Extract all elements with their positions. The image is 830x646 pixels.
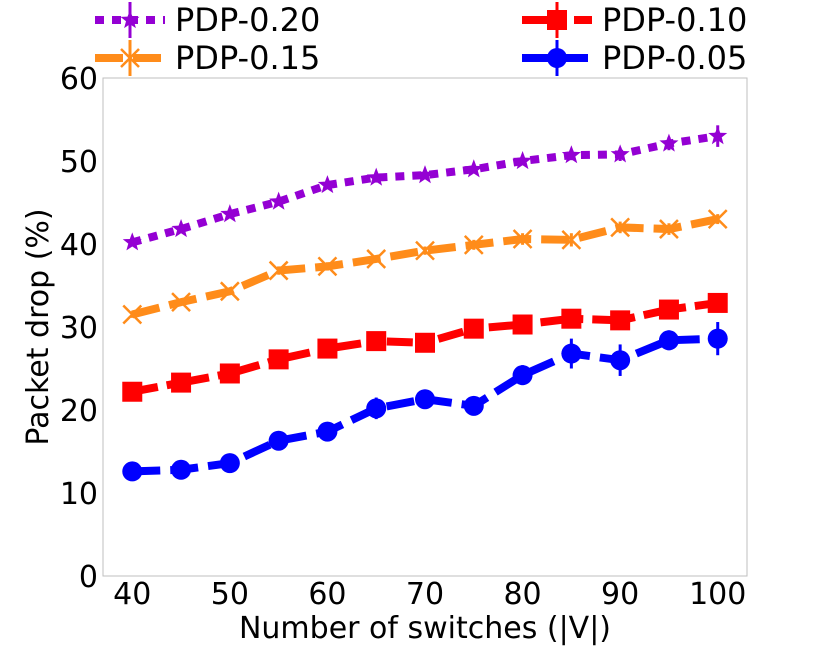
y-tick-label: 60 [60,62,98,97]
data-point [512,229,533,249]
legend-label: PDP-0.20 [175,1,320,39]
legend-marker [547,48,567,68]
data-point [561,308,582,329]
data-point [707,292,728,313]
data-point [366,398,387,419]
data-point [708,126,728,145]
legend-label: PDP-0.10 [602,1,747,39]
series-pdp-0-05 [122,322,728,482]
data-point [610,350,631,371]
data-point [561,145,581,164]
data-point [219,363,240,384]
data-point [610,217,631,238]
data-point [317,338,338,359]
data-point [415,389,435,410]
data-point [122,232,142,251]
data-point [268,430,289,451]
legend-marker [120,48,140,68]
data-point [366,167,386,186]
data-point [171,219,191,238]
x-tick-label: 60 [308,577,346,612]
data-point [415,165,435,184]
data-point [122,461,143,482]
data-point [463,234,484,255]
data-point [610,144,630,163]
data-point [171,292,191,312]
data-point [463,318,484,339]
legend-marker [120,10,140,29]
legend-item: PDP-0.10 [522,1,747,39]
x-axis-label: Number of switches (|V|) [239,611,611,646]
y-tick-label: 10 [60,477,98,512]
data-point [122,304,143,325]
y-tick-label: 0 [79,560,98,595]
plot-area [102,77,748,577]
y-tick-label: 40 [60,228,98,263]
data-point [659,133,679,152]
series-layer [122,125,728,482]
data-point [707,328,728,349]
data-point [561,343,582,364]
legend-label: PDP-0.05 [602,39,747,77]
data-point [171,372,192,393]
x-tick-label: 90 [601,577,639,612]
legend-label: PDP-0.15 [175,39,320,77]
legend-item: PDP-0.05 [522,39,747,77]
x-tick-label: 50 [211,577,249,612]
data-point [317,421,338,442]
y-tick-label: 20 [60,394,98,429]
data-point [268,349,289,370]
y-tick-label: 50 [60,145,98,180]
data-point [366,331,387,352]
data-point [317,175,337,194]
legend-item: PDP-0.15 [95,39,320,77]
data-point [610,310,631,331]
data-point [658,299,679,320]
data-point [171,459,192,480]
series-pdp-0-20 [122,125,728,251]
data-point [463,395,484,416]
y-axis-label: Packet drop (%) [21,208,56,445]
data-point [220,204,240,223]
x-tick-label: 80 [503,577,541,612]
data-point [219,453,240,474]
data-point [415,240,435,261]
data-point [269,191,289,210]
legend-item: PDP-0.20 [95,1,320,39]
series-pdp-0-15 [122,209,728,325]
x-tick-label: 100 [689,577,746,612]
data-point [464,159,484,178]
y-tick-label: 30 [60,311,98,346]
data-point [415,332,435,353]
series-line-pdp-0-15 [131,215,719,319]
data-point [707,209,728,229]
ticks-layer: 40 50 60 70 80 90 100 0 10 20 30 40 50 60 [60,62,747,612]
data-point [219,281,240,302]
legend-marker [547,10,567,30]
x-tick-label: 40 [113,577,151,612]
data-point [317,256,338,277]
data-point [561,229,582,250]
data-point [122,381,143,402]
data-point [268,260,289,281]
x-tick-label: 70 [406,577,444,612]
series-pdp-0-10 [122,292,728,402]
data-point [658,330,679,351]
data-point [366,249,387,269]
data-point [659,219,679,239]
data-point [512,365,533,386]
data-point [512,314,533,335]
data-point [513,151,533,170]
